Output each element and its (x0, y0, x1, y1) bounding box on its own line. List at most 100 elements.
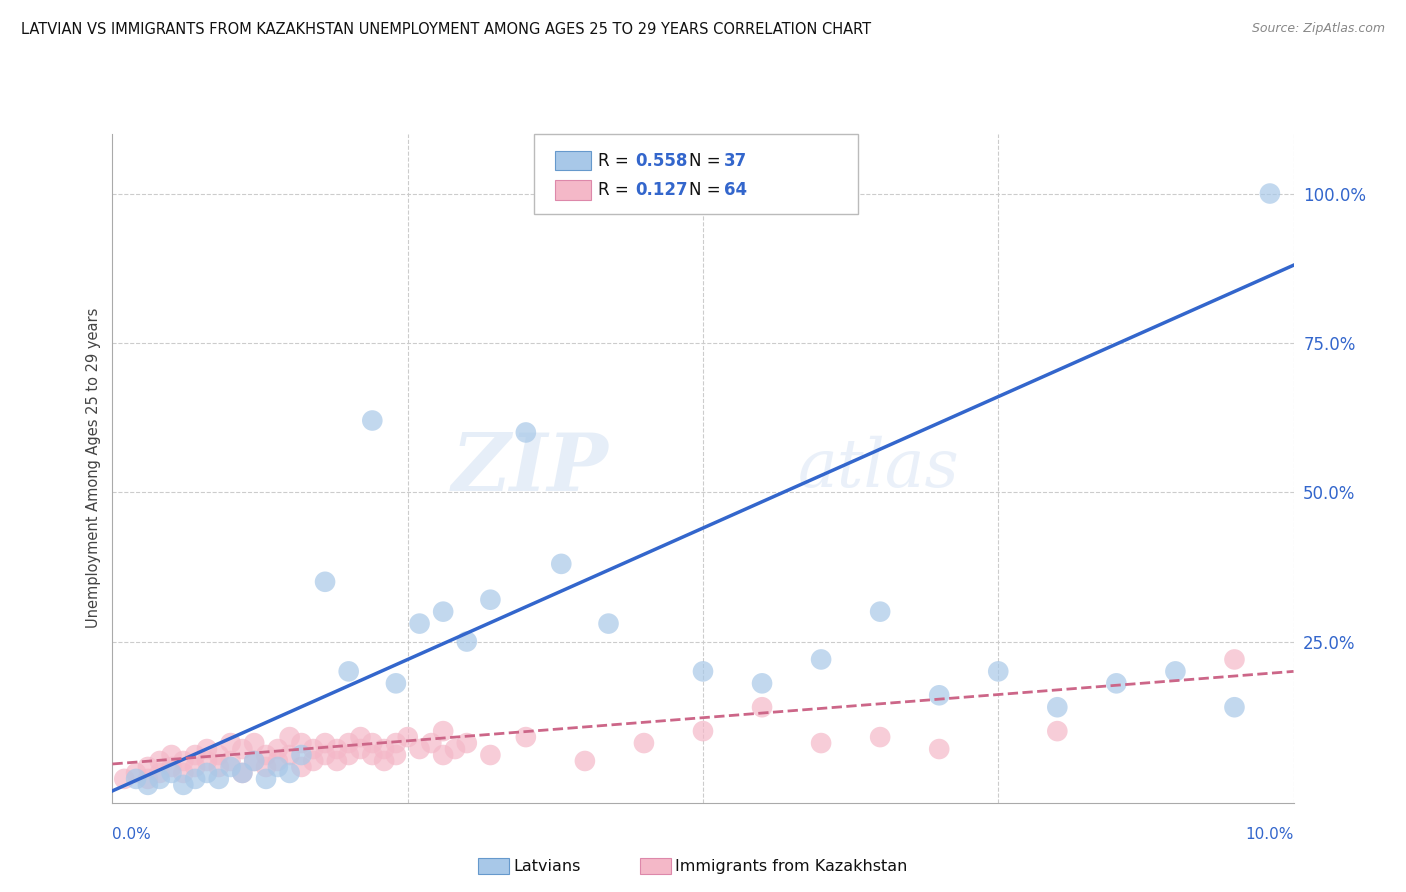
Point (574, 754, 596, 768)
Point (432, 747, 454, 762)
Point (314, 747, 336, 762)
Point (314, 736, 336, 750)
Point (550, 557, 572, 571)
Point (243, 754, 266, 768)
Point (337, 736, 360, 750)
Point (385, 747, 408, 762)
Point (385, 736, 408, 750)
Point (1046, 700, 1069, 714)
Point (751, 676, 773, 690)
Point (254, 772, 277, 786)
Point (361, 413, 384, 427)
Point (149, 772, 172, 786)
Point (208, 747, 231, 762)
Point (149, 766, 172, 780)
Text: 0.558: 0.558 (636, 152, 688, 169)
Point (290, 760, 312, 774)
Text: 10.0%: 10.0% (1246, 827, 1294, 841)
Point (337, 747, 360, 762)
Point (515, 730, 537, 744)
Point (751, 700, 773, 714)
Point (136, 772, 159, 786)
Point (515, 425, 537, 440)
Point (479, 592, 502, 607)
Point (633, 736, 655, 750)
Text: Latvians: Latvians (513, 859, 581, 873)
Point (1105, 676, 1128, 690)
Point (160, 747, 183, 762)
Point (267, 760, 290, 774)
Point (278, 730, 301, 744)
Point (1223, 652, 1246, 666)
Point (598, 616, 620, 631)
Point (278, 766, 301, 780)
Point (243, 736, 266, 750)
Point (349, 730, 371, 744)
Point (1046, 724, 1069, 739)
Point (208, 760, 231, 774)
Point (136, 778, 159, 792)
Text: ZIP: ZIP (451, 430, 609, 507)
Point (195, 754, 218, 768)
Point (278, 747, 301, 762)
Point (219, 754, 242, 768)
Point (184, 772, 207, 786)
Point (219, 760, 242, 774)
Point (125, 766, 148, 780)
Point (987, 665, 1010, 679)
Point (219, 736, 242, 750)
Point (136, 760, 159, 774)
Text: R =: R = (598, 181, 634, 199)
Point (928, 742, 950, 756)
Text: 0.0%: 0.0% (112, 827, 152, 841)
Point (432, 605, 454, 619)
Point (172, 766, 194, 780)
Point (408, 616, 430, 631)
Point (385, 676, 408, 690)
Point (692, 724, 714, 739)
Point (869, 605, 891, 619)
Point (1258, 186, 1281, 201)
Point (361, 736, 384, 750)
Point (928, 688, 950, 702)
Point (456, 736, 478, 750)
Point (184, 747, 207, 762)
Point (231, 766, 253, 780)
Point (361, 747, 384, 762)
Point (149, 754, 172, 768)
Point (195, 766, 218, 780)
Point (267, 754, 290, 768)
Text: Source: ZipAtlas.com: Source: ZipAtlas.com (1251, 22, 1385, 36)
Point (692, 665, 714, 679)
Point (337, 665, 360, 679)
Text: N =: N = (689, 181, 725, 199)
Point (208, 772, 231, 786)
Point (172, 778, 194, 792)
Text: 37: 37 (724, 152, 748, 169)
Point (267, 742, 290, 756)
Point (1223, 700, 1246, 714)
Point (125, 772, 148, 786)
Point (444, 742, 467, 756)
Point (396, 730, 419, 744)
Point (432, 724, 454, 739)
Point (302, 742, 325, 756)
Point (184, 760, 207, 774)
Point (373, 754, 395, 768)
Point (290, 736, 312, 750)
Point (373, 742, 395, 756)
Point (231, 766, 253, 780)
Point (160, 760, 183, 774)
Point (326, 742, 349, 756)
Text: N =: N = (689, 152, 725, 169)
Point (290, 747, 312, 762)
Point (869, 730, 891, 744)
Point (231, 742, 253, 756)
Point (243, 754, 266, 768)
Point (326, 754, 349, 768)
Y-axis label: Unemployment Among Ages 25 to 29 years: Unemployment Among Ages 25 to 29 years (86, 308, 101, 629)
Point (112, 772, 135, 786)
Point (479, 747, 502, 762)
Point (195, 742, 218, 756)
Text: R =: R = (598, 152, 634, 169)
